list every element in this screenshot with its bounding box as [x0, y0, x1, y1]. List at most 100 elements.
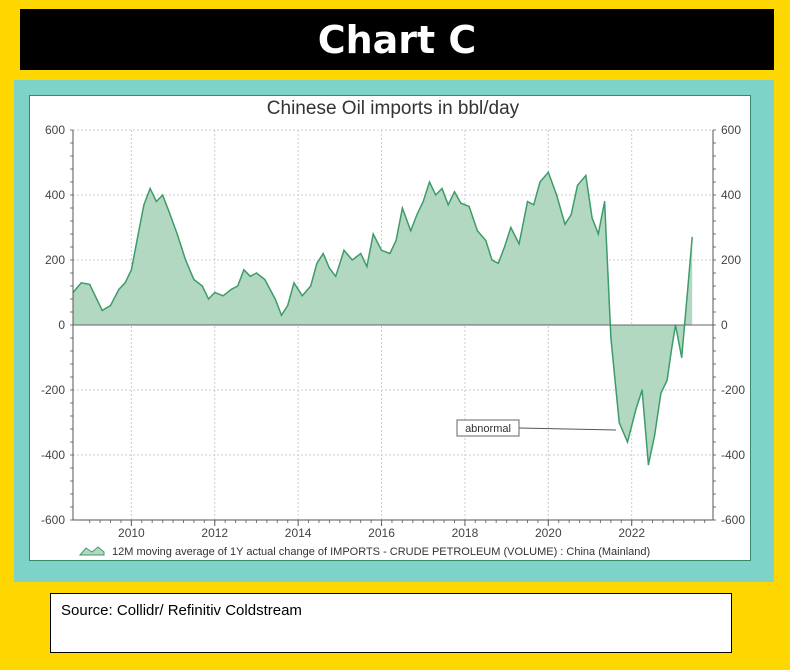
data-point — [460, 202, 462, 204]
data-point — [441, 187, 443, 190]
data-point — [101, 309, 103, 311]
data-point — [604, 200, 606, 203]
legend: 12M moving average of 1Y actual change o… — [78, 546, 650, 558]
data-point — [243, 269, 245, 271]
data-point — [416, 213, 418, 216]
x-tick-label: 2016 — [368, 526, 395, 540]
data-point — [280, 314, 283, 316]
annotation-label: abnormal — [465, 423, 511, 435]
x-tick-label: 2022 — [618, 526, 645, 540]
data-point — [380, 249, 383, 251]
x-tick-label: 2018 — [452, 526, 479, 540]
data-point — [322, 252, 324, 255]
data-point — [626, 441, 629, 443]
data-point — [564, 223, 566, 225]
data-point — [155, 200, 157, 203]
data-point — [366, 265, 368, 268]
data-point — [654, 434, 656, 437]
y-tick-label-left: 600 — [45, 123, 65, 137]
tick-labels: -600 -600 -400 -400 -200 -200 0 0 200 200 400 400 60… — [41, 123, 745, 540]
data-point — [497, 262, 499, 264]
data-point — [176, 233, 178, 235]
data-point — [556, 194, 558, 196]
y-tick-label-right: -600 — [721, 513, 745, 527]
y-tick-label-left: 200 — [45, 253, 65, 267]
data-point — [137, 236, 139, 238]
data-point — [647, 464, 650, 466]
data-point — [660, 392, 662, 394]
data-point — [168, 210, 170, 212]
data-point — [255, 272, 258, 274]
series-fill — [73, 172, 693, 465]
data-point — [201, 285, 203, 287]
data-point — [585, 174, 587, 177]
data-point — [526, 200, 529, 203]
annotation: abnormal — [456, 419, 617, 437]
y-tick-label-left: 0 — [58, 318, 65, 332]
y-tick-label-left: -600 — [41, 513, 65, 527]
data-point — [264, 278, 266, 281]
data-point — [691, 236, 693, 238]
data-point — [193, 278, 195, 281]
data-point — [372, 233, 374, 235]
legend-label: 12M moving average of 1Y actual change o… — [112, 546, 650, 558]
data-point — [666, 379, 668, 381]
y-tick-label-right: 400 — [721, 188, 741, 202]
data-point — [539, 181, 541, 183]
series-area — [72, 170, 693, 466]
data-point — [503, 246, 506, 248]
data-point — [222, 295, 224, 297]
data-point — [287, 304, 289, 307]
data-point — [635, 408, 637, 411]
y-tick-label-right: 600 — [721, 123, 741, 137]
data-point — [510, 226, 512, 229]
data-point — [570, 213, 572, 216]
data-point — [237, 285, 239, 287]
data-point — [149, 187, 151, 190]
data-point — [435, 194, 437, 196]
data-point — [143, 204, 145, 206]
x-tick-label: 2014 — [285, 526, 312, 540]
legend-swatch — [78, 546, 105, 556]
data-point — [401, 207, 403, 209]
data-point — [351, 259, 353, 261]
y-tick-label-right: -400 — [721, 448, 745, 462]
data-point — [468, 205, 470, 207]
data-point — [230, 288, 232, 290]
annotation-leader-line — [518, 427, 617, 431]
y-tick-label-left: 400 — [45, 188, 65, 202]
data-point — [518, 243, 520, 245]
data-point — [485, 239, 487, 242]
data-point — [162, 194, 164, 196]
data-point — [447, 204, 449, 206]
data-point — [453, 191, 456, 193]
data-point — [80, 282, 82, 284]
axes — [70, 129, 716, 526]
data-point — [670, 350, 672, 352]
data-point — [360, 252, 362, 255]
data-point — [118, 288, 120, 290]
data-point — [109, 304, 112, 307]
data-point — [389, 252, 391, 255]
data-point — [310, 285, 312, 287]
data-point — [681, 356, 683, 359]
x-tick-label: 2010 — [118, 526, 145, 540]
chart-svg: Chinese Oil imports in bbl/day -600 -600-… — [41, 98, 745, 558]
data-point — [328, 267, 330, 269]
data-point — [124, 282, 126, 284]
banner-title: Chart C — [317, 17, 477, 62]
x-tick-label: 2012 — [201, 526, 228, 540]
data-point — [533, 204, 535, 206]
data-point — [491, 259, 493, 261]
data-point — [687, 285, 689, 287]
data-point — [395, 239, 397, 242]
data-point — [293, 282, 295, 284]
y-tick-label-right: -200 — [721, 383, 745, 397]
y-tick-label-left: -400 — [41, 448, 65, 462]
data-point — [597, 233, 599, 235]
annotation-box — [456, 419, 520, 437]
y-tick-label-right: 200 — [721, 253, 741, 267]
y-tick-label-left: -200 — [41, 383, 65, 397]
data-point — [410, 230, 412, 232]
data-point — [335, 275, 337, 277]
